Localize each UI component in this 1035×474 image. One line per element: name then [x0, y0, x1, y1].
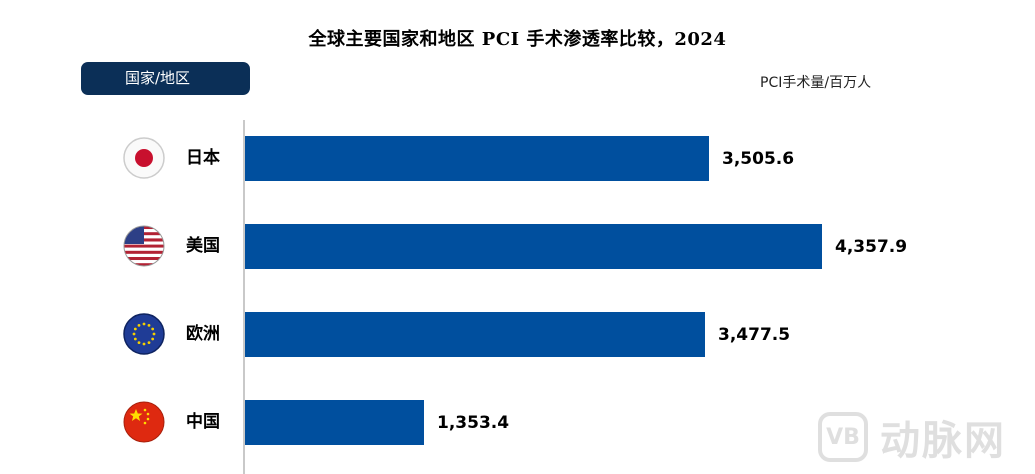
- watermark: VB 动脉网: [818, 408, 1006, 466]
- category-label: 美国: [186, 236, 220, 256]
- category-label: 欧洲: [186, 324, 220, 344]
- watermark-brand: 动脉网: [880, 418, 1006, 464]
- bar: [245, 312, 705, 357]
- usa-flag-icon: [122, 224, 166, 268]
- bar: [245, 224, 822, 269]
- japan-flag-icon: [122, 136, 166, 180]
- china-flag-icon: [122, 400, 166, 444]
- bar: [245, 400, 424, 445]
- category-label: 中国: [186, 412, 220, 432]
- bar: [245, 136, 709, 181]
- category-header: 国家/地区: [81, 62, 250, 95]
- chart-title: 全球主要国家和地区 PCI 手术渗透率比较，2024: [308, 29, 727, 50]
- category-label: 日本: [186, 148, 220, 168]
- data-label: 3,477.5: [718, 325, 791, 345]
- unit-label: PCI手术量/百万人: [760, 75, 872, 91]
- watermark-logo: VB: [818, 412, 868, 462]
- eu-flag-icon: [122, 312, 166, 356]
- data-label: 4,357.9: [835, 237, 908, 257]
- data-label: 1,353.4: [437, 413, 510, 433]
- data-label: 3,505.6: [722, 149, 795, 169]
- category-axis-line: [243, 120, 245, 474]
